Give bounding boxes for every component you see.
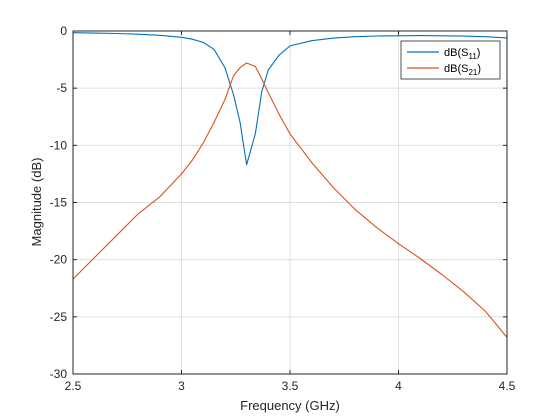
series-line-21: [72, 62, 508, 338]
legend-label-end: ): [477, 47, 481, 59]
axis-ticks: 2.5 3 3.5 4 4.5 0 -5 -10 -15 -20 -25 -30: [50, 24, 516, 393]
x-tick-label: 3.5: [282, 379, 299, 393]
legend-box: [400, 40, 501, 80]
y-axis-label: Magnitude (dB): [29, 158, 44, 247]
series-lines: [72, 32, 508, 338]
x-tick-label: 3: [178, 379, 185, 393]
legend-label-11: dB(S11): [444, 47, 480, 61]
y-tick-label: -30: [50, 367, 68, 381]
legend-label-21: dB(S21): [444, 63, 481, 77]
legend: dB(S11)dB(S21): [400, 40, 501, 80]
x-axis-label: Frequency (GHz): [240, 398, 340, 413]
y-tick-label: -10: [50, 138, 68, 152]
y-tick-label: -15: [50, 196, 68, 210]
legend-label-subscript: 21: [468, 68, 477, 77]
legend-label-subscript: 11: [468, 52, 477, 61]
y-tick-label: -25: [50, 310, 68, 324]
legend-label-end: ): [477, 63, 481, 75]
y-tick-label: 0: [60, 24, 67, 38]
y-tick-label: -20: [50, 253, 68, 267]
x-tick-label: 4.5: [499, 379, 516, 393]
series-line-11: [72, 32, 508, 166]
y-tick-label: -5: [56, 81, 67, 95]
x-tick-label: 2.5: [65, 379, 82, 393]
legend-label-base: dB(S: [444, 47, 468, 59]
x-tick-label: 4: [395, 379, 402, 393]
legend-label-base: dB(S: [444, 63, 468, 75]
